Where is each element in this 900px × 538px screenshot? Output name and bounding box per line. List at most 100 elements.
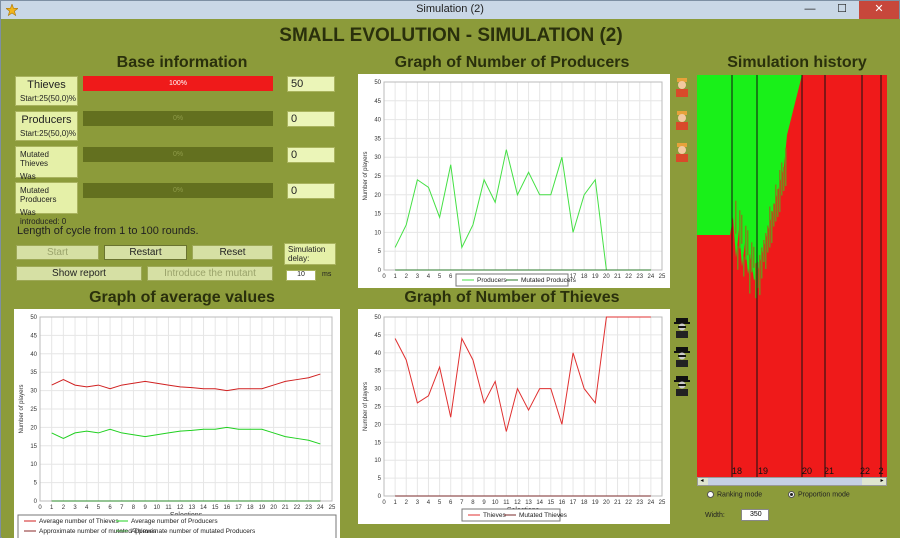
simulation-delay-input[interactable]: 10 xyxy=(286,270,316,281)
title-bar: Simulation (2) — ☐ ✕ xyxy=(1,1,899,19)
x-tick-label: 22 xyxy=(625,274,632,280)
legend-item: Producers xyxy=(477,277,507,284)
x-tick-label: 18 xyxy=(581,500,588,506)
x-tick-label: 3 xyxy=(416,274,420,280)
maximize-button[interactable]: ☐ xyxy=(837,3,847,15)
x-tick-label: 1 xyxy=(50,505,54,511)
legend-item: Mutated Thieves xyxy=(519,512,568,519)
cycle-length-text: Length of cycle from 1 to 100 rounds. xyxy=(17,225,199,237)
history-transition-mark xyxy=(735,200,737,234)
simulation-delay-label: Simulation delay: xyxy=(284,243,336,265)
producers-chart-title: Graph of Number of Producers xyxy=(394,54,630,71)
x-tick-label: 6 xyxy=(449,274,453,280)
y-tick-label: 15 xyxy=(30,444,37,450)
y-tick-label: 30 xyxy=(374,155,381,161)
x-tick-label: 13 xyxy=(188,505,195,511)
x-tick-label: 10 xyxy=(153,505,160,511)
y-tick-label: 45 xyxy=(30,333,37,339)
series-line xyxy=(51,373,321,392)
avg-chart: 0 1 2 3 4 5 6 7 8 9 10 11 12 13 14 15 16 17 18 19 20 21 22 23 24… xyxy=(14,309,340,538)
x-tick-label: 7 xyxy=(460,500,464,506)
width-spinner[interactable]: 350 xyxy=(741,509,769,521)
show-report-button[interactable]: Show report xyxy=(16,266,142,281)
scroll-right-icon[interactable]: ▸ xyxy=(880,478,884,484)
producers-share-area xyxy=(697,75,802,281)
x-tick-label: 15 xyxy=(547,500,554,506)
x-tick-label: 0 xyxy=(382,500,386,506)
x-tick-label: 19 xyxy=(592,274,599,280)
history-tick-label: 18 xyxy=(732,466,742,476)
x-tick-label: 23 xyxy=(305,505,312,511)
history-transition-mark xyxy=(741,214,743,244)
history-horizontal-scrollbar[interactable]: ◂ ▸ xyxy=(697,477,887,486)
x-tick-label: 4 xyxy=(427,500,431,506)
thieves-chart: 0 1 2 3 4 5 6 7 8 9 10 11 12 13 14 15 16 17 18 19 20 21 22 23 24… xyxy=(358,309,670,524)
legend-item: Thieves xyxy=(483,512,507,519)
history-transition-mark xyxy=(781,162,783,196)
x-tick-label: 22 xyxy=(294,505,301,511)
x-tick-label: 12 xyxy=(514,500,521,506)
scrollbar-thumb[interactable] xyxy=(708,478,862,485)
history-transition-mark xyxy=(765,233,767,269)
mutated-producers-label: Mutated Producers xyxy=(20,186,57,204)
history-transition-mark xyxy=(737,245,739,270)
introduce-mutant-button[interactable]: Introduce the mutant xyxy=(147,266,273,281)
history-tick-label: 21 xyxy=(824,466,834,476)
x-tick-label: 17 xyxy=(570,500,577,506)
x-tick-label: 22 xyxy=(625,500,632,506)
reset-button[interactable]: Reset xyxy=(192,245,273,260)
history-transition-mark xyxy=(755,263,757,299)
thief-icon xyxy=(674,347,690,367)
producer-farmer-icon xyxy=(676,143,688,162)
thieves-chart-title: Graph of Number of Thieves xyxy=(404,289,620,306)
history-tick-label: 2 xyxy=(878,466,883,476)
history-transition-mark xyxy=(743,256,745,277)
producers-label: Producers xyxy=(21,114,72,126)
proportion-mode-radio[interactable]: Proportion mode xyxy=(788,491,850,498)
y-tick-label: 45 xyxy=(374,333,381,339)
x-tick-label: 14 xyxy=(536,500,543,506)
legend-item: Approximate number of mutated Thieves xyxy=(39,528,157,535)
y-tick-label: 25 xyxy=(374,174,381,180)
producers-progress-bar: 0% xyxy=(83,111,273,126)
minimize-button[interactable]: — xyxy=(804,3,816,15)
history-transition-mark xyxy=(767,225,769,253)
x-tick-label: 25 xyxy=(329,505,336,511)
ranking-mode-radio[interactable]: Ranking mode xyxy=(707,491,762,498)
y-axis-label: Number of players xyxy=(363,382,369,431)
x-tick-label: 0 xyxy=(38,505,42,511)
series-line xyxy=(51,426,321,445)
producers-start: Start:25(50,0)% xyxy=(20,129,77,138)
producer-farmer-icon xyxy=(676,111,688,130)
y-tick-label: 50 xyxy=(374,315,381,321)
x-tick-label: 5 xyxy=(438,274,442,280)
history-tick-label: 22 xyxy=(860,466,870,476)
y-tick-label: 20 xyxy=(374,422,381,428)
width-label: Width: xyxy=(705,512,725,519)
close-button[interactable]: ✕ xyxy=(859,1,899,19)
y-tick-label: 50 xyxy=(30,315,37,321)
x-tick-label: 17 xyxy=(235,505,242,511)
scroll-left-icon[interactable]: ◂ xyxy=(700,478,704,484)
start-button[interactable]: Start xyxy=(16,245,99,260)
mutated-thieves-count: 0 xyxy=(287,147,335,163)
restart-button[interactable]: Restart xyxy=(104,245,187,260)
x-tick-label: 14 xyxy=(200,505,207,511)
history-transition-mark xyxy=(749,254,751,294)
page-title: SMALL EVOLUTION - SIMULATION (2) xyxy=(279,25,623,46)
thief-icon xyxy=(674,376,690,396)
x-tick-label: 12 xyxy=(177,505,184,511)
x-tick-label: 24 xyxy=(648,274,655,280)
mutated-thieves-label: Mutated Thieves xyxy=(20,150,49,168)
x-tick-label: 15 xyxy=(212,505,219,511)
series-line xyxy=(394,316,651,432)
x-tick-label: 8 xyxy=(132,505,136,511)
x-tick-label: 3 xyxy=(416,500,420,506)
x-tick-label: 1 xyxy=(393,274,397,280)
history-transition-mark xyxy=(775,184,777,222)
radio-selected-icon xyxy=(788,491,795,498)
x-tick-label: 21 xyxy=(282,505,289,511)
y-tick-label: 20 xyxy=(374,193,381,199)
x-tick-label: 1 xyxy=(393,500,397,506)
x-tick-label: 4 xyxy=(427,274,431,280)
